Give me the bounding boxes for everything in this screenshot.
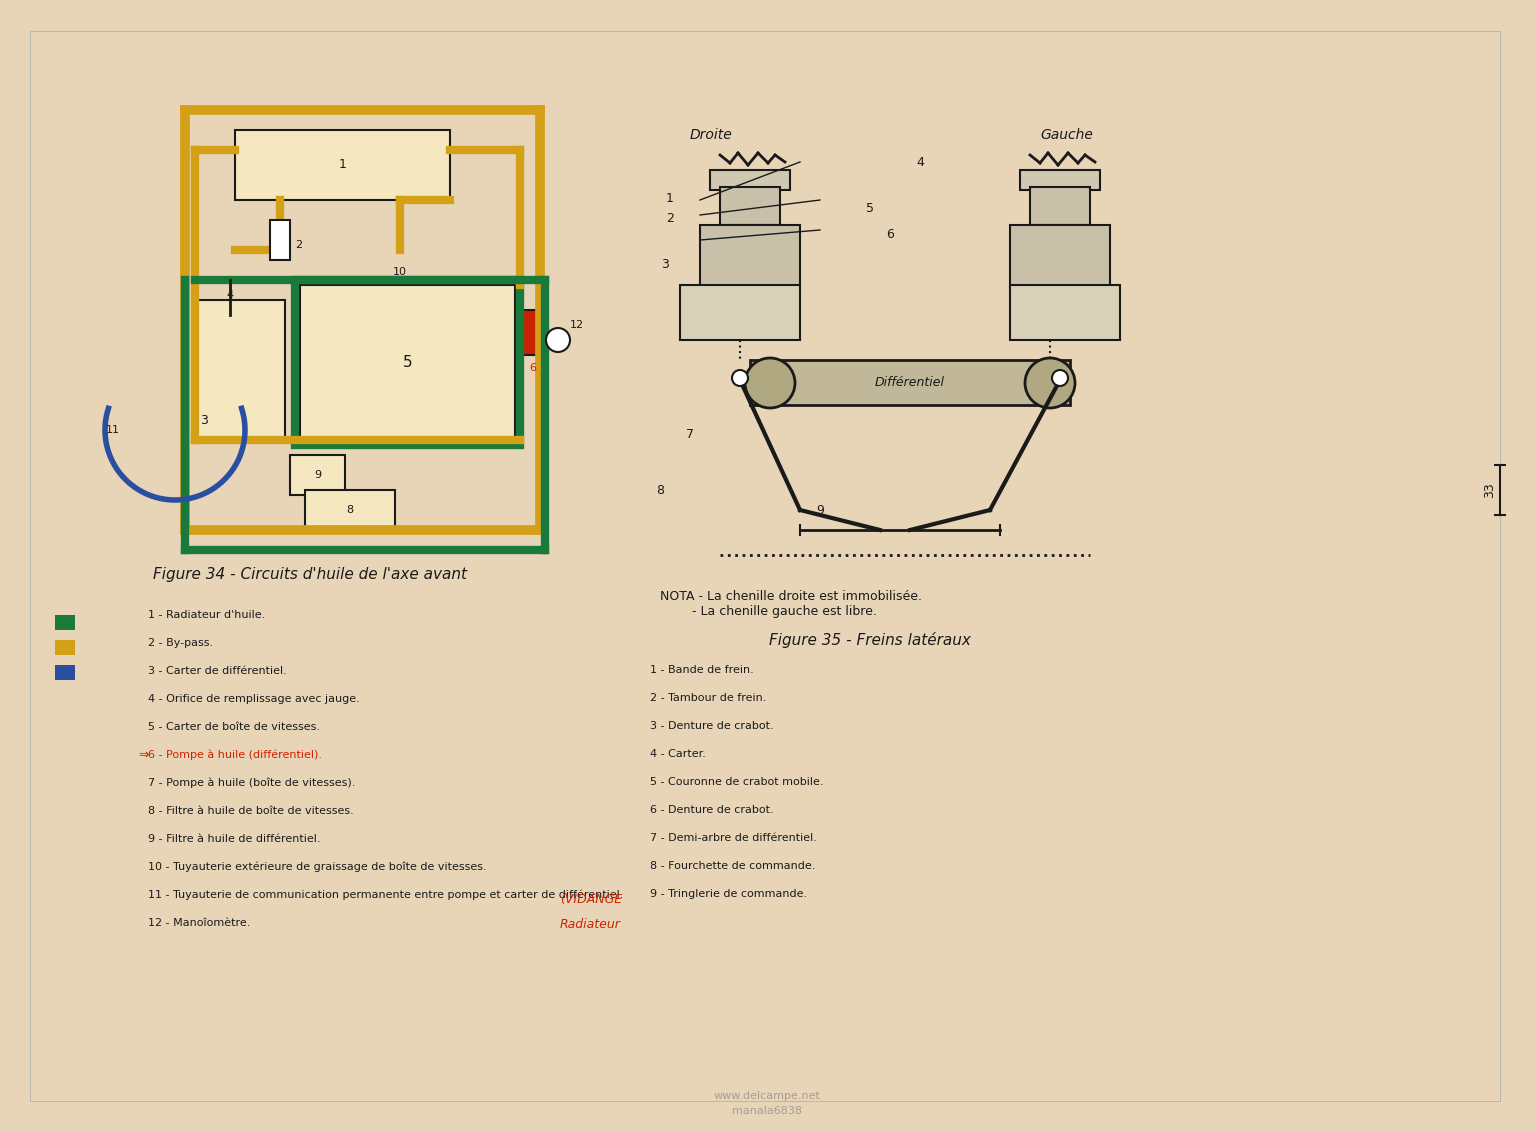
Text: 3: 3 — [662, 259, 669, 271]
Bar — [195, 300, 286, 440]
Text: 11 - Tuyauterie de communication permanente entre pompe et carter de différentie: 11 - Tuyauterie de communication permane… — [147, 890, 623, 900]
Text: 1 - Radiateur d'huile.: 1 - Radiateur d'huile. — [147, 610, 266, 620]
Bar — [700, 225, 800, 290]
Text: 11: 11 — [106, 425, 120, 435]
Text: 7 - Demi-arbre de différentiel.: 7 - Demi-arbre de différentiel. — [649, 834, 817, 843]
Bar — [720, 187, 780, 225]
Text: 4 - Orifice de remplissage avec jauge.: 4 - Orifice de remplissage avec jauge. — [147, 694, 359, 703]
Text: manala6838: manala6838 — [732, 1106, 801, 1116]
Text: 2 - By-pass.: 2 - By-pass. — [147, 638, 213, 648]
Text: 6: 6 — [886, 228, 893, 242]
Bar — [299, 285, 516, 440]
Text: 4 - Carter.: 4 - Carter. — [649, 749, 706, 759]
Text: 33: 33 — [1483, 482, 1497, 498]
Text: 8: 8 — [655, 483, 665, 497]
Text: 8 - Filtre à huile de boîte de vitesses.: 8 - Filtre à huile de boîte de vitesses. — [147, 806, 353, 815]
Bar — [239, 135, 445, 195]
Text: ⇒: ⇒ — [138, 749, 149, 761]
Text: (VIDANGE: (VIDANGE — [560, 893, 622, 907]
Bar — [520, 310, 545, 355]
Text: 5: 5 — [866, 201, 873, 215]
Text: 1: 1 — [666, 191, 674, 205]
Text: 12 - Manoîomètre.: 12 - Manoîomètre. — [147, 918, 250, 929]
Text: 7 - Pompe à huile (boîte de vitesses).: 7 - Pompe à huile (boîte de vitesses). — [147, 778, 356, 788]
Bar — [235, 130, 450, 200]
Text: 5 - Couronne de crabot mobile.: 5 - Couronne de crabot mobile. — [649, 777, 823, 787]
Text: 9 - Tringlerie de commande.: 9 - Tringlerie de commande. — [649, 889, 807, 899]
Circle shape — [1051, 370, 1068, 386]
Text: Figure 35 - Freins latéraux: Figure 35 - Freins latéraux — [769, 632, 972, 648]
Text: Radiateur: Radiateur — [560, 918, 620, 932]
Text: Figure 34 - Circuits d'huile de l'axe avant: Figure 34 - Circuits d'huile de l'axe av… — [154, 568, 467, 582]
Circle shape — [732, 370, 748, 386]
Bar — [1030, 187, 1090, 225]
Bar — [711, 170, 791, 190]
Text: 1 - Bande de frein.: 1 - Bande de frein. — [649, 665, 754, 675]
Bar — [55, 640, 75, 655]
Circle shape — [1025, 359, 1074, 408]
Text: 12: 12 — [569, 320, 585, 330]
Bar — [751, 360, 1070, 405]
Text: Différentiel: Différentiel — [875, 377, 946, 389]
Text: NOTA - La chenille droite est immobilisée.
        - La chenille gauche est libr: NOTA - La chenille droite est immobilisé… — [660, 590, 923, 618]
Text: 3 - Denture de crabot.: 3 - Denture de crabot. — [649, 720, 774, 731]
Text: 6 - Pompe à huile (différentiel).: 6 - Pompe à huile (différentiel). — [147, 750, 322, 760]
Text: 9 - Filtre à huile de différentiel.: 9 - Filtre à huile de différentiel. — [147, 834, 321, 844]
Text: 5 - Carter de boîte de vitesses.: 5 - Carter de boîte de vitesses. — [147, 722, 319, 732]
Text: 2: 2 — [295, 240, 302, 250]
Text: 2 - Tambour de frein.: 2 - Tambour de frein. — [649, 693, 766, 703]
Text: 9: 9 — [315, 470, 321, 480]
Circle shape — [744, 359, 795, 408]
Circle shape — [546, 328, 569, 352]
Bar — [305, 290, 510, 435]
Bar — [1019, 170, 1101, 190]
Text: 8 - Fourchette de commande.: 8 - Fourchette de commande. — [649, 861, 815, 871]
Text: www.delcampe.net: www.delcampe.net — [714, 1091, 820, 1100]
Bar — [295, 280, 520, 444]
Text: Droite: Droite — [691, 128, 732, 143]
Text: 5: 5 — [402, 355, 413, 370]
Text: 4: 4 — [916, 155, 924, 169]
Text: 3 - Carter de différentiel.: 3 - Carter de différentiel. — [147, 666, 287, 676]
Bar — [270, 221, 290, 260]
Text: Gauche: Gauche — [1041, 128, 1093, 143]
Bar — [1010, 225, 1110, 290]
Bar — [680, 285, 800, 340]
Text: 6: 6 — [530, 363, 536, 373]
Text: 10: 10 — [393, 267, 407, 277]
Bar — [200, 305, 279, 435]
Text: 2: 2 — [666, 211, 674, 224]
Text: 4: 4 — [227, 290, 233, 300]
Text: 6 - Denture de crabot.: 6 - Denture de crabot. — [649, 805, 774, 815]
Bar — [305, 490, 394, 530]
Text: 1: 1 — [339, 158, 347, 172]
Bar — [290, 455, 345, 495]
Bar — [55, 665, 75, 680]
Text: 3: 3 — [200, 414, 207, 426]
Text: 7: 7 — [686, 429, 694, 441]
Text: 8: 8 — [347, 506, 353, 515]
Bar — [1010, 285, 1121, 340]
Text: 10 - Tuyauterie extérieure de graissage de boîte de vitesses.: 10 - Tuyauterie extérieure de graissage … — [147, 862, 487, 872]
Text: 9: 9 — [817, 503, 824, 517]
Bar — [55, 615, 75, 630]
